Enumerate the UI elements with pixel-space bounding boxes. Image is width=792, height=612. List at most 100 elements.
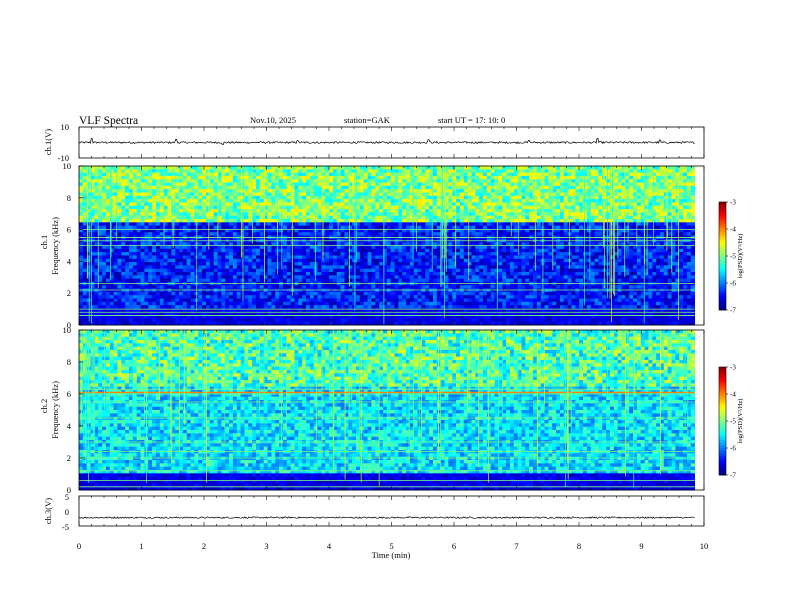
spectrogram-cell xyxy=(440,305,445,309)
spectrogram-cell xyxy=(371,209,376,213)
spectrogram-cell xyxy=(456,172,461,177)
spectrogram-cell xyxy=(309,285,315,289)
spectrogram-cell xyxy=(163,212,168,217)
spectrogram-cell xyxy=(186,242,191,246)
spectrogram-cell xyxy=(129,298,134,303)
spectrogram-cell xyxy=(352,242,357,246)
spectrogram-cell xyxy=(379,192,384,197)
spectrogram-cell xyxy=(444,185,449,190)
spectrogram-cell xyxy=(186,166,191,170)
spectrogram-cell xyxy=(317,195,322,200)
spectrogram-cell xyxy=(144,228,149,233)
spectrogram-cell xyxy=(221,262,226,266)
spectrogram-cell xyxy=(109,185,115,190)
spectrogram-cell xyxy=(229,311,234,316)
spectrogram-cell xyxy=(221,182,226,187)
spectrogram-cell xyxy=(113,222,118,227)
spectrogram-cell xyxy=(113,311,118,316)
spectrogram-cell xyxy=(279,219,284,223)
spectrogram-cell xyxy=(267,195,272,200)
spectrogram-cell xyxy=(417,245,422,250)
spectrogram-cell xyxy=(125,311,130,316)
spectrogram-cell xyxy=(140,232,145,236)
spectrogram-cell xyxy=(448,232,453,236)
spectrogram-cell xyxy=(394,318,399,323)
spectrogram-cell xyxy=(332,252,338,256)
spectrogram-cell xyxy=(379,182,384,187)
spectrogram-cell xyxy=(159,192,165,197)
spectrogram-cell xyxy=(79,228,84,233)
spectrogram-cell xyxy=(321,209,326,213)
spectrogram-cell xyxy=(432,301,438,306)
spectrogram-cell xyxy=(367,179,372,183)
spectrogram-cell xyxy=(306,298,311,303)
spectrogram-cell xyxy=(159,305,165,309)
spectrogram-cell xyxy=(167,169,172,174)
spectrogram-cell xyxy=(113,172,118,177)
spectrogram-cell xyxy=(186,179,191,183)
spectrogram-cell xyxy=(248,315,253,319)
spectrogram-cell xyxy=(456,255,461,260)
spectrogram-cell xyxy=(209,298,215,303)
spectrogram-cell xyxy=(82,265,88,270)
spectrogram-cell xyxy=(421,192,426,197)
spectrogram-cell xyxy=(198,321,203,326)
spectrogram-cell xyxy=(117,305,122,309)
spectrogram-cell xyxy=(375,308,380,313)
spectrogram-cell xyxy=(275,301,280,306)
spectrogram-cell xyxy=(167,248,172,253)
spectrogram-cell xyxy=(190,166,195,170)
spectrogram-cell xyxy=(394,175,399,180)
spectrogram-cell xyxy=(244,189,249,193)
spectrogram-cell xyxy=(471,215,476,220)
spectrogram-cell xyxy=(248,262,253,266)
spectrogram-cell xyxy=(190,202,195,207)
spectrogram-cell xyxy=(467,305,472,309)
spectrogram-cell xyxy=(413,265,418,270)
figure-title: VLF Spectra xyxy=(79,115,138,127)
spectrogram-cell xyxy=(456,205,461,210)
spectrogram-cell xyxy=(86,166,91,170)
spectrogram-cell xyxy=(148,252,153,256)
spectrogram-cell xyxy=(279,232,284,236)
spectrogram-cell xyxy=(340,219,345,223)
spectrogram-cell xyxy=(175,185,180,190)
spectrogram-cell xyxy=(229,265,234,270)
spectrogram-cell xyxy=(225,212,230,217)
spectrogram-cell xyxy=(317,219,322,223)
spectrogram-cell xyxy=(340,172,345,177)
spectrogram-cell xyxy=(217,301,222,306)
spectrogram-cell xyxy=(448,275,453,280)
spectrogram-cell xyxy=(286,166,292,170)
spectrogram-cell xyxy=(417,248,422,253)
spectrogram-cell xyxy=(121,275,126,280)
spectrogram-cell xyxy=(267,291,272,296)
spectrogram-cell xyxy=(202,175,207,180)
spectrogram-cell xyxy=(332,166,338,170)
spectrogram-cell xyxy=(132,321,138,326)
spectrogram-cell xyxy=(132,205,138,210)
spectrogram-cell xyxy=(409,305,415,309)
spectrogram-cell xyxy=(440,268,445,273)
spectrogram-cell xyxy=(86,321,91,326)
spectrogram-cell xyxy=(471,219,476,223)
spectrogram-cell xyxy=(471,232,476,236)
spectrogram-cell xyxy=(121,311,126,316)
spectrogram-cell xyxy=(321,308,326,313)
spectrogram-cell xyxy=(125,258,130,263)
spectrogram-cell xyxy=(132,305,138,309)
spectrogram-cell xyxy=(313,166,318,170)
spectrogram-cell xyxy=(386,219,392,223)
spectrogram-cell xyxy=(282,255,288,260)
spectrogram-cell xyxy=(82,166,88,170)
spectrogram-cell xyxy=(140,195,145,200)
spectrogram-cell xyxy=(448,258,453,263)
spectrogram-cell xyxy=(386,182,392,187)
spectrogram-cell xyxy=(452,295,457,299)
spectrogram-cell xyxy=(190,308,195,313)
spectrogram-cell xyxy=(159,169,165,174)
spectrogram-cell xyxy=(86,222,91,227)
spectrogram-cell xyxy=(379,285,384,289)
spectrogram-cell xyxy=(109,209,115,213)
spectrogram-cell xyxy=(198,295,203,299)
